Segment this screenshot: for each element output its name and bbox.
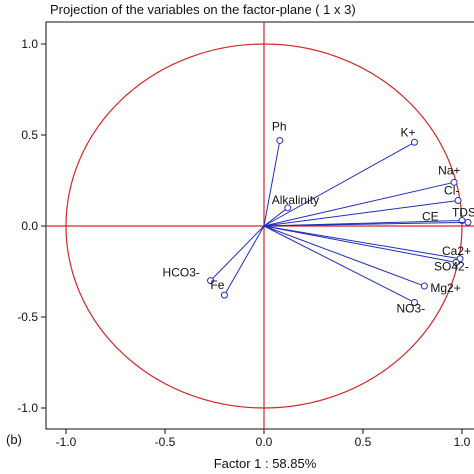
vector-no3: [263, 225, 415, 303]
vector-so42: [263, 225, 457, 263]
point-k: [410, 138, 418, 146]
x-tick-label: 0.0: [256, 435, 273, 449]
point-alkalinity: [284, 204, 292, 212]
point-ph: [276, 136, 284, 144]
point-cl: [454, 197, 462, 205]
vector-mg2: [263, 225, 425, 287]
vector-na: [263, 181, 455, 227]
vector-cl: [263, 200, 459, 227]
point-tds: [464, 218, 472, 226]
y-tick-label: -1.0: [17, 401, 38, 415]
label-no3: NO3-: [396, 301, 425, 315]
label-ca2: Ca2+: [442, 244, 471, 258]
point-so42: [452, 258, 460, 266]
label-tds: TDS: [452, 205, 474, 219]
x-tick-label: -1.0: [56, 435, 77, 449]
x-tick-label: 1.0: [454, 435, 471, 449]
vector-k: [263, 141, 415, 227]
vector-alkalinity: [263, 207, 289, 227]
point-mg2: [420, 282, 428, 290]
label-fe: Fe: [210, 278, 224, 292]
label-mg2: Mg2+: [430, 281, 460, 295]
point-fe: [220, 291, 228, 299]
label-k: K+: [400, 125, 415, 139]
chart-title: Projection of the variables on the facto…: [50, 2, 356, 17]
y-tick-label: -0.5: [17, 310, 38, 324]
vector-fe: [223, 225, 265, 296]
x-axis-label: Factor 1 : 58.85%: [213, 456, 317, 471]
y-tick-label: 0.5: [21, 128, 38, 142]
vector-tds: [263, 221, 468, 227]
label-alkalinity: Alkalinity: [272, 193, 319, 207]
label-cl: Cl-: [444, 184, 459, 198]
x-tick-label: 0.5: [355, 435, 372, 449]
label-so42: SO42-: [434, 259, 469, 273]
vector-hco3: [210, 225, 265, 281]
vector-ca2: [263, 225, 461, 260]
y-tick-label: 1.0: [21, 37, 38, 51]
label-ce: CE: [422, 210, 439, 224]
point-na: [450, 178, 458, 186]
x-tick-label: -0.5: [155, 435, 176, 449]
panel-label: (b): [6, 432, 22, 447]
label-ph: Ph: [272, 119, 287, 133]
label-na: Na+: [438, 163, 460, 177]
vector-ph: [263, 140, 281, 227]
y-tick-label: 0.0: [21, 219, 38, 233]
point-hco3: [207, 277, 215, 285]
point-no3: [410, 298, 418, 306]
label-hco3: HCO3-: [163, 266, 200, 280]
